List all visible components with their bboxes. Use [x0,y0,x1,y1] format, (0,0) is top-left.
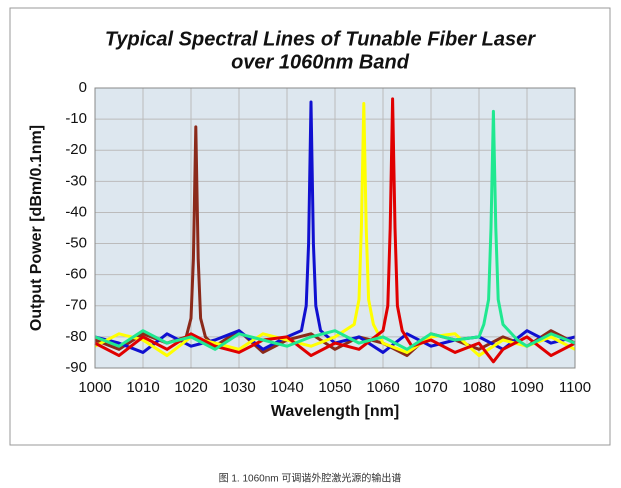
series-line [94,109,576,351]
plot-border [94,87,576,369]
chart-subtitle: over 1060nm Band [231,51,410,73]
series-line [94,97,576,364]
x-tick-label: 1100 [559,379,591,396]
y-tick-label: 0 [79,79,87,96]
y-tick-label: -20 [65,141,87,158]
y-tick-label: -90 [65,359,87,376]
x-tick-label: 1010 [126,379,159,396]
y-tick-label: -80 [65,328,87,345]
caption: 图 1. 1060nm 可调谐外腔激光源的输出谱 [219,472,402,485]
x-tick-label: 1040 [270,379,303,396]
x-tick-label: 1030 [222,379,255,396]
y-tick-label: -30 [65,172,87,189]
x-tick-label: 1060 [366,379,399,396]
x-tick-label: 1050 [318,379,351,396]
y-tick-label: -40 [65,203,87,220]
y-tick-label: -50 [65,235,87,252]
y-tick-label: -70 [65,297,87,314]
x-tick-label: 1070 [414,379,447,396]
x-tick-label: 1020 [174,379,207,396]
chart-title: Typical Spectral Lines of Tunable Fiber … [105,28,536,50]
x-tick-label: 1000 [78,379,111,396]
y-axis-label: Output Power [dBm/0.1nm] [28,125,45,331]
y-tick-label: -10 [65,110,87,127]
x-axis-label: Wavelength [nm] [271,403,399,420]
x-tick-label: 1090 [510,379,543,396]
x-tick-label: 1080 [462,379,495,396]
y-tick-label: -60 [65,266,87,283]
